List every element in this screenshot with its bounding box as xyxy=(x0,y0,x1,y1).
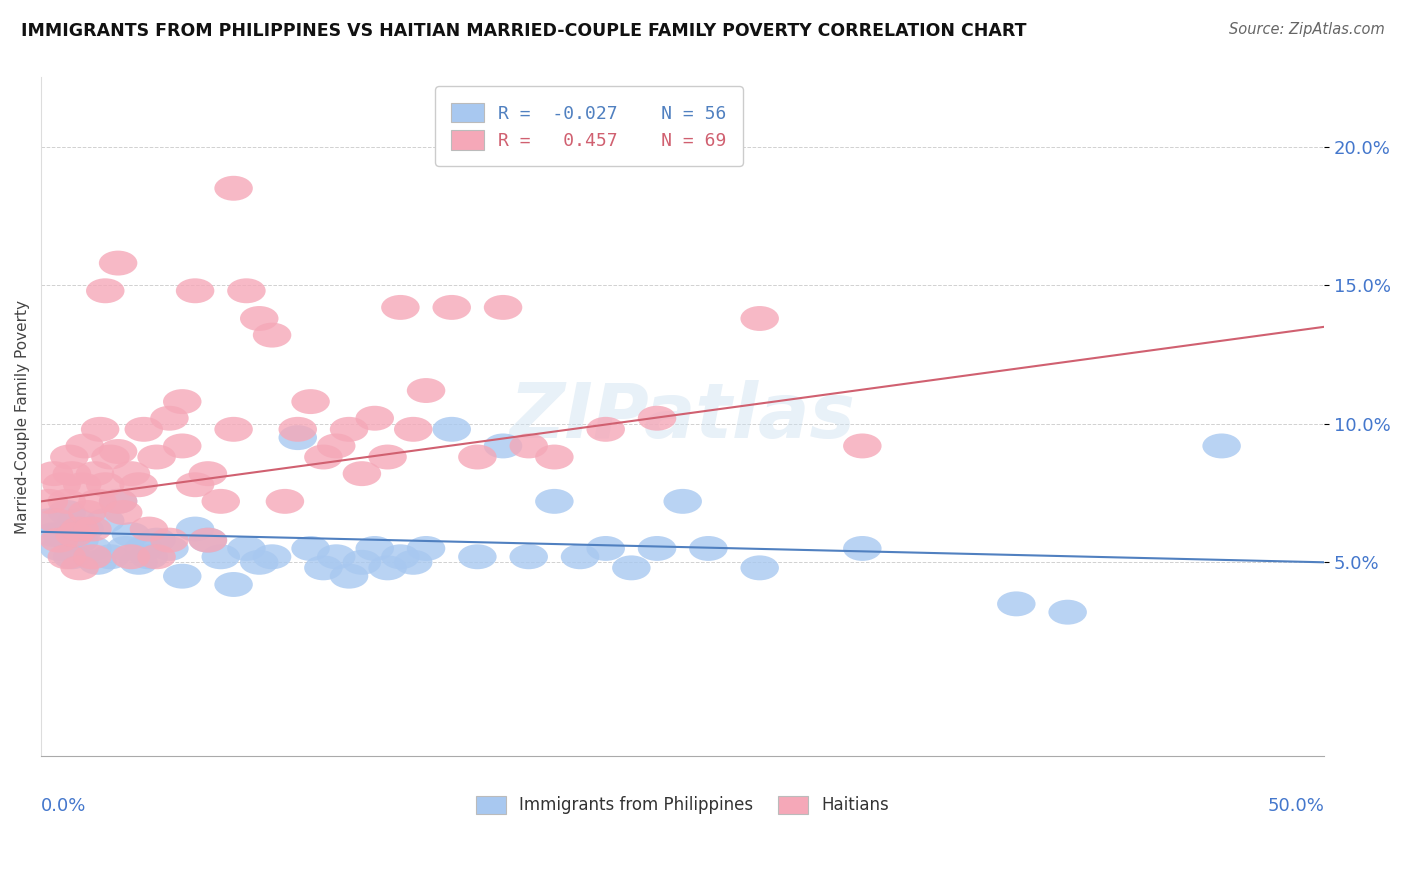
Text: ZIPatlas: ZIPatlas xyxy=(510,380,856,454)
Y-axis label: Married-Couple Family Poverty: Married-Couple Family Poverty xyxy=(15,300,30,533)
Text: Source: ZipAtlas.com: Source: ZipAtlas.com xyxy=(1229,22,1385,37)
Legend: Immigrants from Philippines, Haitians: Immigrants from Philippines, Haitians xyxy=(468,788,898,822)
Text: IMMIGRANTS FROM PHILIPPINES VS HAITIAN MARRIED-COUPLE FAMILY POVERTY CORRELATION: IMMIGRANTS FROM PHILIPPINES VS HAITIAN M… xyxy=(21,22,1026,40)
Text: 0.0%: 0.0% xyxy=(41,797,87,815)
Text: 50.0%: 50.0% xyxy=(1267,797,1324,815)
